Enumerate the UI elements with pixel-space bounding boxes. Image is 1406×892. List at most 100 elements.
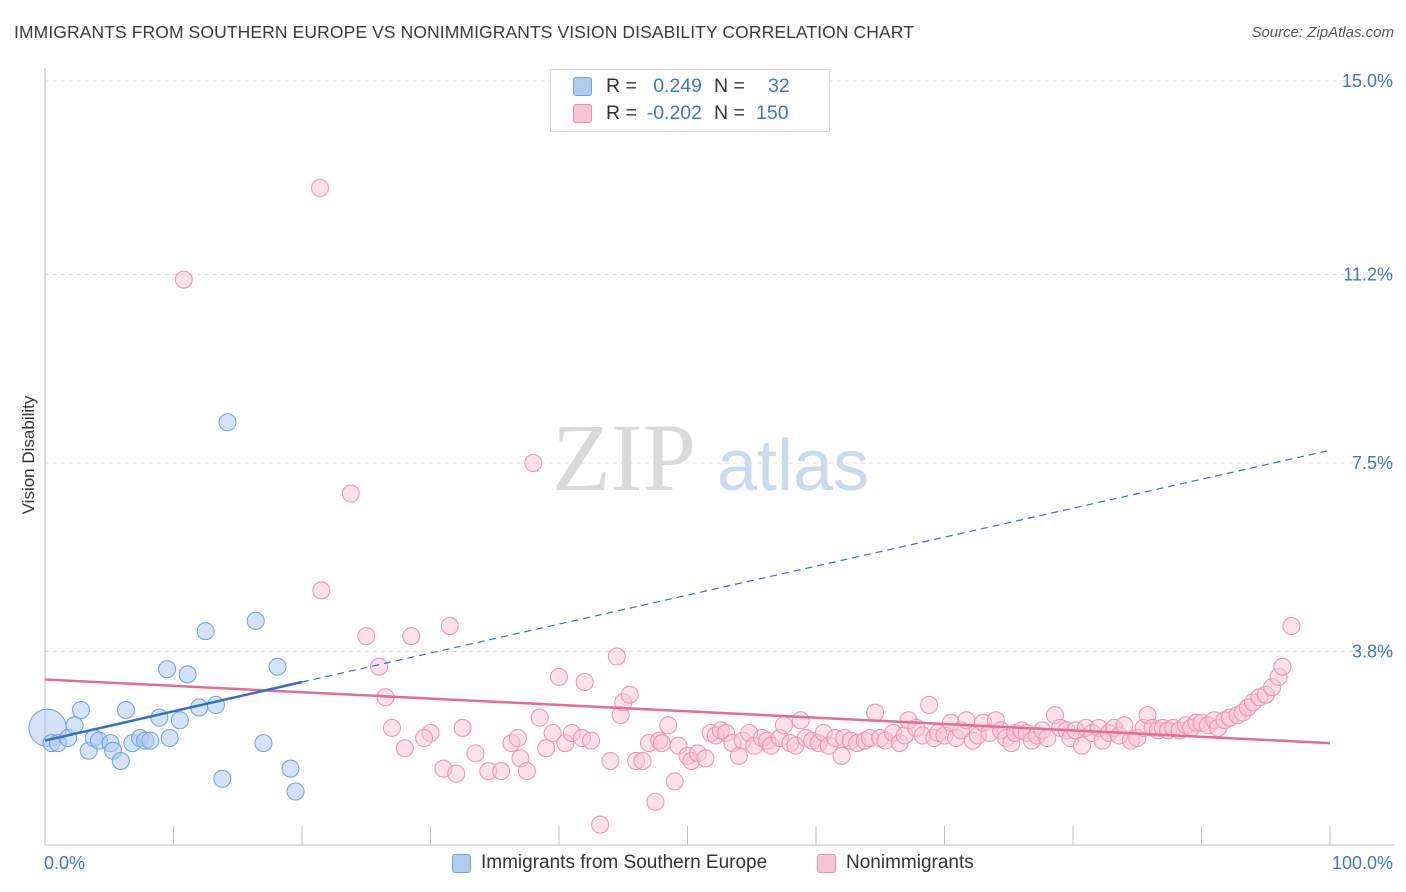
data-point [582,731,601,750]
data-point [213,769,232,788]
watermark-atlas: atlas [717,426,869,506]
legend-swatch-blue [573,77,592,96]
data-point [246,611,265,630]
source-label: Source: ZipAtlas.com [1251,24,1394,41]
legend-label: Immigrants from Southern Europe [481,852,768,873]
y-tick-label: 15.0% [1342,71,1393,91]
data-point [357,627,376,646]
y-axis-label: Vision Disability [19,395,38,514]
data-point [440,616,459,635]
data-point [832,746,851,765]
data-point [466,744,485,763]
watermark-zip: ZIP [552,404,696,511]
data-point [543,723,562,742]
data-point [575,673,594,692]
y-tick-label: 7.5% [1352,453,1393,473]
data-point [111,751,130,770]
data-point [665,772,684,791]
data-point [341,484,360,503]
data-point [286,782,305,801]
data-point [550,667,568,686]
data-point [447,764,466,783]
y-tick-label: 3.8% [1352,641,1393,661]
data-point [537,739,556,758]
x-tick-label: 100.0% [1332,853,1393,873]
watermark: ZIP atlas [552,404,869,511]
data-point [141,731,160,750]
legend-item-immigrants: Immigrants from Southern Europe [452,852,767,874]
data-point [415,729,434,748]
data-point [395,739,414,758]
legend-label: Nonimmigrants [846,852,974,873]
legend-row-nonimmigrants: R = -0.202 N = 150 [573,102,789,125]
data-point [370,657,389,676]
data-point [524,454,543,472]
data-point [659,716,678,735]
data-point [150,708,169,727]
data-point [530,708,549,727]
trend-line-immigrants [44,680,303,742]
x-tick-label: 0.0% [44,853,85,873]
data-point [160,729,179,748]
r-label: R = [606,75,637,97]
gridlines [45,80,1395,652]
chart-title: IMMIGRANTS FROM SOUTHERN EUROPE VS NONIM… [14,22,915,42]
data-point [508,729,527,748]
y-tick-labels: 3.8% 7.5% 11.2% 15.0% [1342,71,1393,661]
nonimmigrants-points [174,178,1301,834]
data-point [174,270,193,289]
correlation-legend: R = 0.249 N = 32 R = -0.202 N = 150 [550,69,830,132]
trend-lines [44,449,1331,745]
data-point [646,792,665,811]
r-value: 0.249 [653,75,702,97]
y-tick-label: 11.2% [1343,265,1393,285]
data-point [1072,736,1091,755]
data-point [696,749,715,768]
data-point [1273,657,1292,676]
trend-line-nonimmigrants [44,678,1331,745]
data-point [71,701,90,720]
data-point [607,647,626,666]
data-point [791,711,810,730]
data-point [591,815,610,834]
legend-swatch-pink [817,853,836,873]
data-point [1282,616,1301,635]
n-value: 150 [756,102,789,124]
trend-extension-immigrants [301,449,1331,683]
data-point [920,695,939,714]
legend-swatch-blue [452,853,471,873]
n-label: N = [714,75,745,97]
data-point [601,751,620,770]
data-point [158,660,177,679]
legend-item-nonimmigrants: Nonimmigrants [817,852,974,874]
n-value: 32 [768,75,790,97]
immigrants-points [28,413,305,801]
r-value: -0.202 [646,102,702,124]
data-point [268,657,287,676]
data-point [218,413,237,432]
legend-row-immigrants: R = 0.249 N = 32 [573,75,790,98]
data-point [281,759,300,778]
data-point [652,734,671,753]
data-point [382,718,401,737]
x-tick-labels: 0.0% 100.0% [44,853,1393,873]
data-point [492,762,511,781]
data-point [402,627,421,646]
n-label: N = [714,102,745,124]
data-point [206,695,225,714]
data-point [196,622,215,641]
r-label: R = [606,102,637,124]
data-point [310,178,329,197]
data-point [517,762,536,781]
data-point [1115,716,1134,735]
data-point [170,711,189,730]
data-point [453,718,472,737]
data-point [116,701,135,720]
data-point [774,716,793,735]
data-point [178,665,197,684]
data-point [866,703,885,722]
data-point [254,734,273,753]
data-point [620,685,639,704]
data-point [312,581,331,600]
